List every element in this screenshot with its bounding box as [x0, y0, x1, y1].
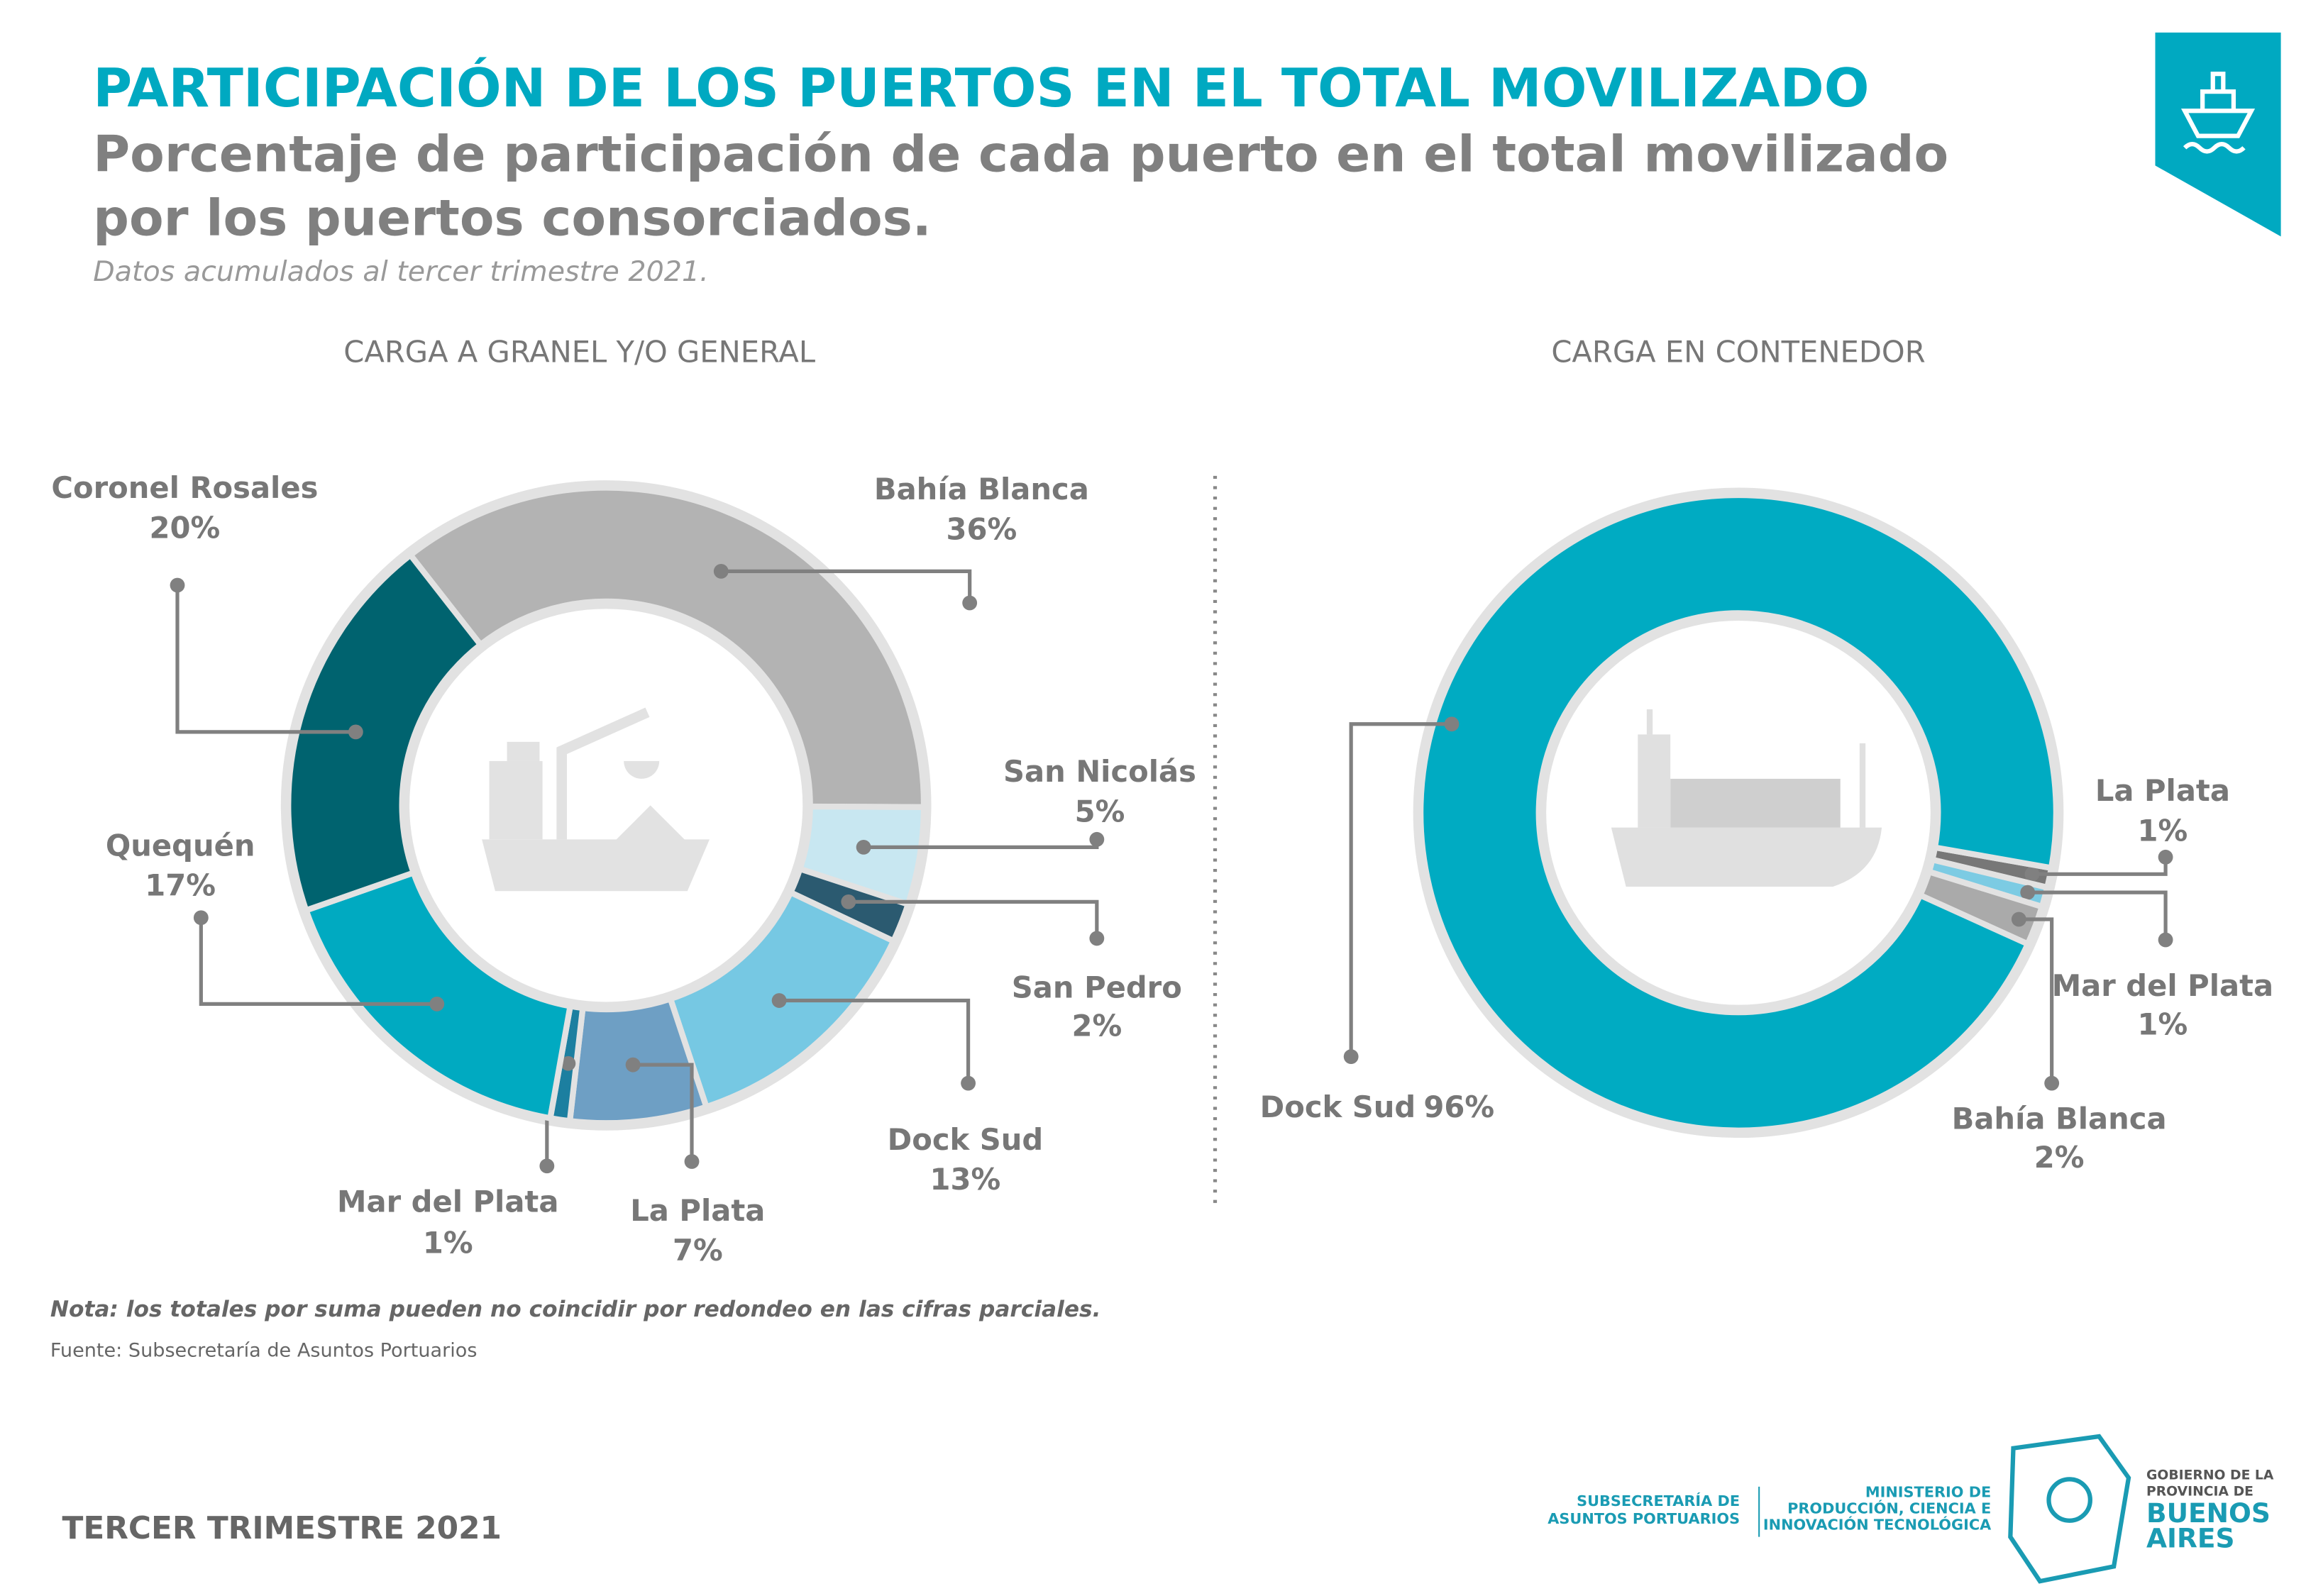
- value-label: 1%: [2138, 1007, 2188, 1041]
- leader-dot: [2158, 932, 2173, 948]
- value-label: 2%: [2034, 1140, 2085, 1175]
- leader-dot: [856, 839, 871, 855]
- period: TERCER TRIMESTRE 2021: [62, 1510, 502, 1546]
- source: Fuente: Subsecretaría de Asuntos Portuar…: [50, 1340, 478, 1362]
- category-label: San Nicolás: [1003, 754, 1196, 789]
- disclaimer: Nota: los totales por suma pueden no coi…: [50, 1297, 1101, 1322]
- logo-text: BUENOS: [2146, 1497, 2271, 1529]
- leader-dot: [2011, 911, 2026, 927]
- leader-dot: [2044, 1075, 2060, 1091]
- logo-text: PROVINCIA DE: [2146, 1484, 2253, 1499]
- leader-dot: [713, 563, 729, 579]
- leader-dot: [193, 910, 209, 926]
- leader-line: [175, 585, 356, 734]
- leader-dot: [841, 894, 856, 909]
- value-label: 7%: [673, 1233, 723, 1268]
- donut-segment: [1417, 492, 2059, 1134]
- leader-dot: [539, 1158, 555, 1174]
- leader-line: [848, 899, 1099, 938]
- leader-line: [2027, 890, 2168, 940]
- category-label: Bahía Blanca: [874, 472, 1089, 506]
- value-label: 96%: [1423, 1090, 1494, 1124]
- leader-line: [779, 998, 971, 1084]
- leader-dot: [429, 996, 445, 1012]
- leader-dot: [1444, 716, 1460, 732]
- corner-icon: [2155, 32, 2281, 237]
- category-label: Dock Sud: [888, 1122, 1044, 1157]
- value-label: 1%: [423, 1226, 473, 1260]
- leader-line: [1349, 722, 1452, 1057]
- leader-dot: [684, 1154, 700, 1169]
- subtitle: Porcentaje de participación de cada puer…: [93, 125, 1948, 184]
- logo-text: SUBSECRETARÍA DE: [1577, 1492, 1740, 1509]
- logo-text: ASUNTOS PORTUARIOS: [1548, 1510, 1740, 1527]
- leader-dot: [962, 595, 978, 611]
- leader-dot: [2020, 885, 2036, 900]
- donut-segment: [406, 484, 927, 811]
- category-label: La Plata: [2095, 773, 2230, 808]
- leader-dot: [2158, 849, 2173, 865]
- value-label: 20%: [150, 510, 221, 545]
- category-label: Mar del Plata: [2052, 968, 2273, 1003]
- category-label: San Pedro: [1012, 970, 1182, 1004]
- category-label: Mar del Plata: [337, 1184, 558, 1219]
- leader-line: [633, 1063, 694, 1162]
- leader-dot: [348, 724, 363, 740]
- value-label: 17%: [145, 868, 216, 903]
- logo-text: GOBIERNO DE LA: [2146, 1468, 2274, 1483]
- leader-line: [199, 917, 437, 1006]
- main-title: PARTICIPACIÓN DE LOS PUERTOS EN EL TOTAL…: [93, 57, 1869, 119]
- chart-title: CARGA A GRANEL Y/O GENERAL: [343, 334, 815, 369]
- value-label: 13%: [930, 1162, 1001, 1197]
- logo-text: AIRES: [2146, 1522, 2234, 1553]
- logo-text: INNOVACIÓN TECNOLÓGICA: [1763, 1515, 1992, 1533]
- leader-dot: [1089, 831, 1105, 847]
- logo-text: MINISTERIO DE: [1865, 1483, 1991, 1500]
- leader-line: [2019, 917, 2054, 1084]
- leader-dot: [1343, 1049, 1359, 1064]
- category-label: Bahía Blanca: [1952, 1102, 2167, 1136]
- donut-segment: [302, 869, 574, 1122]
- leader-dot: [561, 1055, 576, 1071]
- leader-dot: [771, 993, 787, 1008]
- category-label: La Plata: [630, 1193, 765, 1228]
- value-label: 2%: [1071, 1008, 1122, 1043]
- subtitle-note: Datos acumulados al tercer trimestre 202…: [93, 255, 708, 288]
- logos: SUBSECRETARÍA DE ASUNTOS PORTUARIOS MINI…: [1548, 1434, 2274, 1584]
- category-label: Dock Sud: [1260, 1090, 1416, 1124]
- leader-dot: [625, 1057, 641, 1073]
- donut-segment: [285, 550, 485, 914]
- value-label: 36%: [946, 511, 1017, 546]
- category-label: Coronel Rosales: [51, 470, 318, 505]
- category-label: Quequén: [106, 828, 255, 863]
- leader-dot: [961, 1075, 976, 1091]
- ring-inner: [409, 609, 803, 1002]
- subtitle: por los puertos consorciados.: [93, 188, 931, 247]
- leader-dot: [1089, 931, 1105, 946]
- value-label: 1%: [2138, 813, 2188, 848]
- leader-dot: [2024, 866, 2040, 882]
- bulk-ship-icon: [482, 707, 710, 892]
- leader-line: [721, 569, 972, 604]
- leader-dot: [170, 577, 185, 593]
- value-label: 5%: [1075, 794, 1125, 829]
- logo-text: PRODUCCIÓN, CIENCIA E: [1787, 1499, 1991, 1517]
- container-ship-icon: [1611, 709, 1882, 887]
- chart-title: CARGA EN CONTENEDOR: [1551, 334, 1925, 369]
